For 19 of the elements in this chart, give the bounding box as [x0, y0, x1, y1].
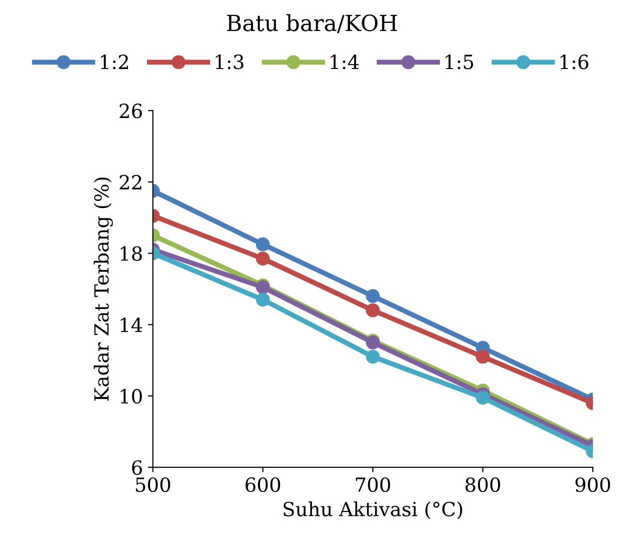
- x-tick-label: 900: [575, 477, 610, 492]
- legend-label: 1:6: [560, 54, 588, 70]
- y-tick-label: 6: [132, 460, 142, 475]
- y-tick-label: 10: [120, 388, 142, 404]
- y-axis-title: Kadar Zat Terbang (%): [94, 178, 113, 401]
- x-tick-label: 500: [136, 477, 170, 492]
- x-axis-title: Suhu Aktivasi (°C): [284, 501, 462, 520]
- y-tick-label: 26: [120, 104, 142, 118]
- x-tick-label: 800: [466, 477, 500, 492]
- y-tick-label: 18: [120, 246, 142, 261]
- y-tick-label: 22: [120, 174, 142, 190]
- legend-label: 1:5: [446, 54, 474, 70]
- chart-title: Batu bara/KOH: [227, 14, 397, 34]
- legend-label: 1:2: [101, 54, 128, 70]
- x-tick-label: 600: [246, 477, 280, 492]
- legend-label: 1:3: [216, 54, 244, 70]
- y-tick-label: 14: [120, 318, 142, 332]
- legend-label: 1:4: [330, 54, 359, 70]
- x-tick-label: 700: [356, 477, 390, 492]
